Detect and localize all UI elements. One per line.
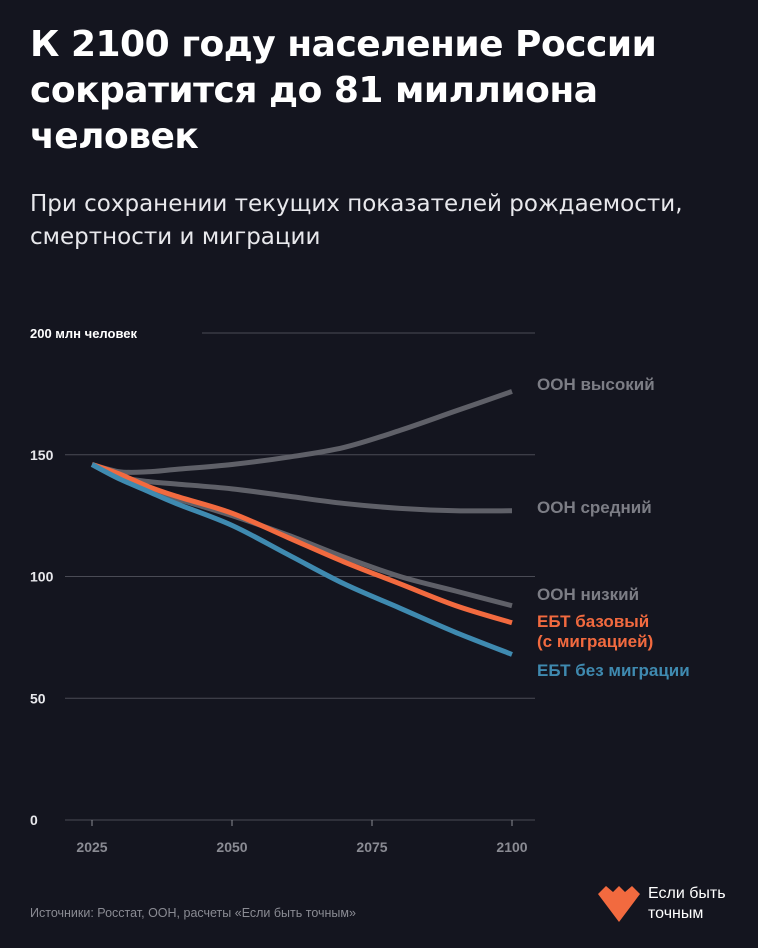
series-label: ЕБТ без миграции <box>537 661 690 680</box>
brand-logo: Если быть точным <box>596 884 736 924</box>
series-label: ООН высокий <box>537 375 655 394</box>
y-tick-label: 150 <box>30 447 54 463</box>
y-tick-label: 50 <box>30 690 46 706</box>
series-line <box>90 462 513 657</box>
logo-line-2: точным <box>648 905 704 922</box>
x-tick-label: 2025 <box>76 839 107 855</box>
chart-title: К 2100 году население России сократится … <box>30 24 657 157</box>
series-label: ООН средний <box>537 498 652 517</box>
series-label: ЕБТ базовый (с миграцией) <box>537 612 653 651</box>
chart-subtitle: При сохранении текущих показателей рожда… <box>30 191 683 250</box>
x-tick-label: 2075 <box>356 839 387 855</box>
y-tick-label: 0 <box>30 812 38 828</box>
x-tick-label: 2100 <box>496 839 527 855</box>
logo-line-1: Если быть <box>648 885 726 902</box>
y-tick-label: 100 <box>30 569 54 585</box>
source-note: Источники: Росстат, ООН, расчеты «Если б… <box>30 906 356 920</box>
series-label: ООН низкий <box>537 585 639 604</box>
series-line <box>90 462 513 609</box>
series-line <box>91 389 513 475</box>
heart-logo-icon <box>598 886 640 922</box>
logo-text: Если быть точным <box>648 884 726 924</box>
series-line <box>91 462 513 626</box>
x-tick-label: 2050 <box>216 839 247 855</box>
y-axis-label: 200 млн человек <box>30 326 137 341</box>
